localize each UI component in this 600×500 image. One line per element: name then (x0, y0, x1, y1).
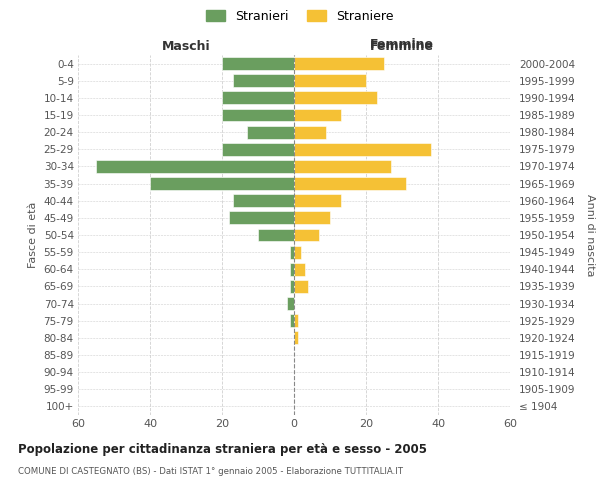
Text: Maschi: Maschi (161, 40, 211, 52)
Bar (233, 194, 294, 207)
Text: Femmine: Femmine (370, 38, 434, 52)
Bar (294, 194, 341, 207)
Bar (294, 263, 305, 276)
Bar (294, 108, 341, 122)
Y-axis label: Anni di nascita: Anni di nascita (585, 194, 595, 276)
Bar (294, 143, 431, 156)
Bar (229, 212, 294, 224)
Bar (294, 228, 319, 241)
Text: Femmine: Femmine (370, 40, 434, 52)
Text: COMUNE DI CASTEGNATO (BS) - Dati ISTAT 1° gennaio 2005 - Elaborazione TUTTITALIA: COMUNE DI CASTEGNATO (BS) - Dati ISTAT 1… (18, 468, 403, 476)
Bar (290, 280, 294, 293)
Y-axis label: Fasce di età: Fasce di età (28, 202, 38, 268)
Bar (290, 263, 294, 276)
Bar (294, 92, 377, 104)
Bar (233, 74, 294, 87)
Bar (222, 57, 294, 70)
Bar (294, 280, 308, 293)
Bar (294, 246, 301, 258)
Bar (247, 126, 294, 138)
Bar (290, 314, 294, 327)
Bar (150, 177, 294, 190)
Bar (222, 92, 294, 104)
Bar (294, 177, 406, 190)
Legend: Stranieri, Straniere: Stranieri, Straniere (203, 6, 397, 26)
Bar (294, 57, 384, 70)
Bar (290, 246, 294, 258)
Bar (222, 108, 294, 122)
Bar (222, 143, 294, 156)
Bar (96, 160, 294, 173)
Bar (294, 332, 298, 344)
Text: Popolazione per cittadinanza straniera per età e sesso - 2005: Popolazione per cittadinanza straniera p… (18, 442, 427, 456)
Bar (294, 212, 330, 224)
Bar (294, 160, 391, 173)
Bar (258, 228, 294, 241)
Bar (294, 74, 366, 87)
Bar (287, 297, 294, 310)
Bar (294, 126, 326, 138)
Bar (294, 314, 298, 327)
